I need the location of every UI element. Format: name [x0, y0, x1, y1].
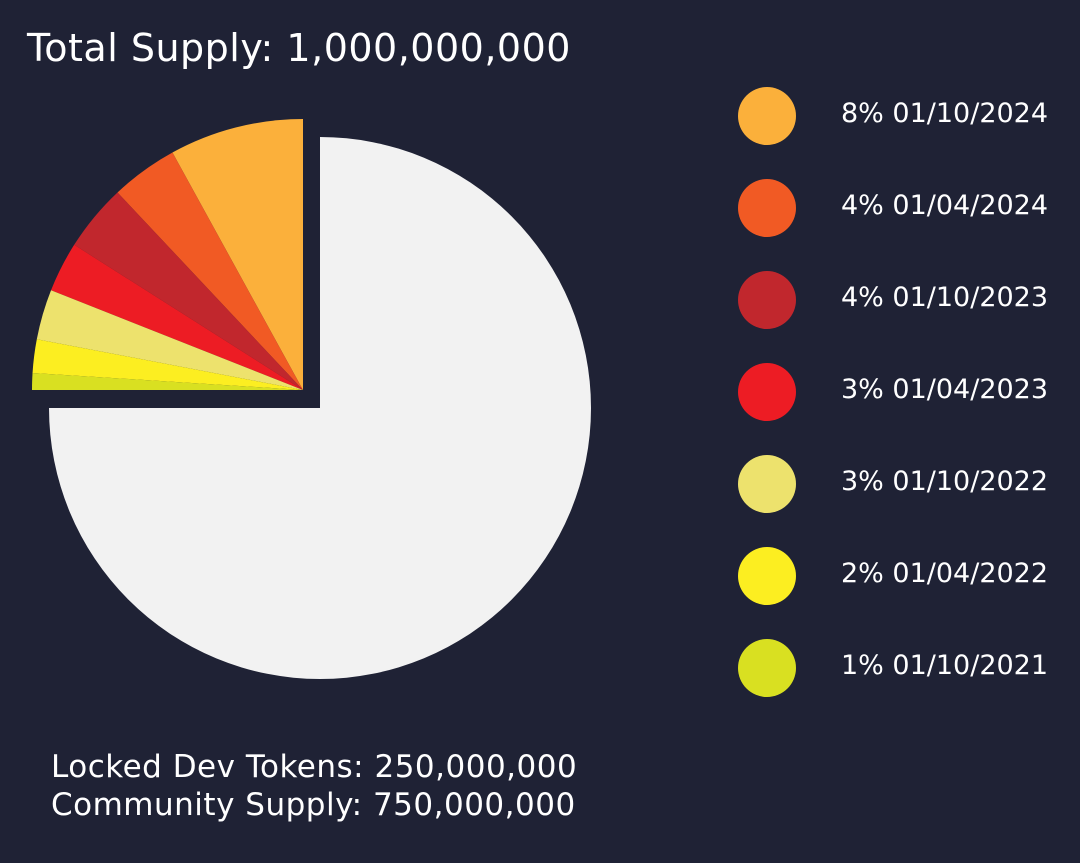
legend: 8% 01/10/2024 4% 01/04/2024 4% 01/10/2023 3… [738, 85, 1073, 729]
pie-slice-3 [74, 192, 303, 390]
pie-slice-2 [117, 152, 303, 390]
community-supply-text: Community Supply: 750,000,000 [51, 787, 576, 823]
chart-title: Total Supply: 1,000,000,000 [27, 26, 571, 70]
legend-item: 4% 01/04/2024 [738, 177, 1073, 269]
pie-slice-4 [51, 244, 303, 390]
legend-label: 4% 01/10/2023 [841, 282, 1049, 313]
pie-slice-7 [32, 372, 303, 390]
legend-item: 3% 01/10/2022 [738, 453, 1073, 545]
supply-summary: Locked Dev Tokens: 250,000,000 Community… [51, 748, 577, 824]
pie-slice-1 [172, 119, 303, 390]
legend-swatch [738, 271, 796, 329]
legend-label: 1% 01/10/2021 [841, 650, 1049, 681]
legend-swatch [738, 455, 796, 513]
pie-slice-5 [36, 290, 303, 390]
pie-slice-6 [32, 339, 303, 390]
legend-label: 2% 01/04/2022 [841, 558, 1049, 589]
legend-label: 8% 01/10/2024 [841, 98, 1049, 129]
legend-swatch [738, 547, 796, 605]
legend-swatch [738, 179, 796, 237]
pie-slice-community [49, 137, 591, 679]
legend-item: 8% 01/10/2024 [738, 85, 1073, 177]
legend-label: 3% 01/04/2023 [841, 374, 1049, 405]
legend-label: 3% 01/10/2022 [841, 466, 1049, 497]
locked-dev-tokens-text: Locked Dev Tokens: 250,000,000 [51, 749, 578, 785]
legend-item: 3% 01/04/2023 [738, 361, 1073, 453]
legend-swatch [738, 639, 796, 697]
legend-swatch [738, 363, 796, 421]
legend-label: 4% 01/04/2024 [841, 190, 1049, 221]
legend-item: 4% 01/10/2023 [738, 269, 1073, 361]
legend-swatch [738, 87, 796, 145]
legend-item: 2% 01/04/2022 [738, 545, 1073, 637]
legend-item: 1% 01/10/2021 [738, 637, 1073, 729]
pie-chart [32, 119, 591, 679]
